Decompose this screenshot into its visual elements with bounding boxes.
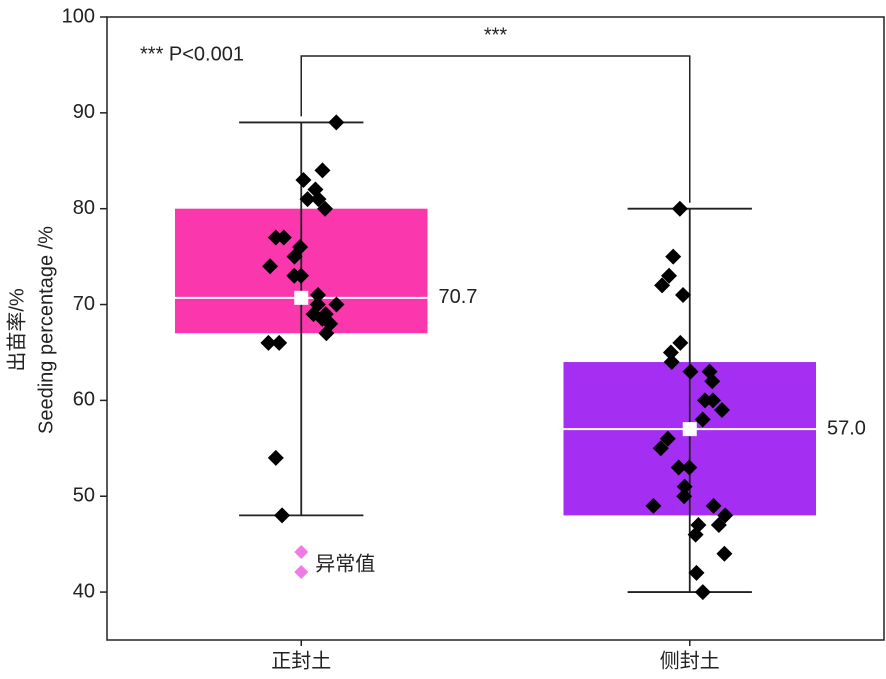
- y-tick-label: 50: [73, 485, 95, 507]
- data-point: [671, 200, 688, 217]
- data-point: [687, 526, 704, 543]
- data-point: [694, 584, 711, 601]
- data-point: [710, 516, 727, 533]
- y-tick-label: 40: [73, 580, 95, 602]
- data-point: [676, 488, 693, 505]
- data-point: [267, 449, 284, 466]
- data-point: [317, 200, 334, 217]
- data-point: [705, 497, 722, 514]
- data-point: [672, 334, 689, 351]
- y-tick-label: 60: [73, 389, 95, 411]
- data-point: [688, 564, 705, 581]
- data-point: [652, 440, 669, 457]
- data-point: [675, 286, 692, 303]
- data-point: [663, 354, 680, 371]
- data-point: [260, 334, 277, 351]
- legend-marker: [294, 545, 309, 559]
- data-point: [714, 401, 731, 418]
- data-point: [286, 248, 303, 265]
- data-point: [670, 459, 687, 476]
- data-point: [295, 171, 312, 188]
- data-point: [271, 334, 288, 351]
- data-point: [318, 325, 335, 342]
- data-point: [676, 478, 693, 495]
- x-tick-label: 侧封土: [660, 649, 720, 672]
- mean-marker: [294, 290, 309, 305]
- data-point: [697, 392, 714, 409]
- data-point: [314, 310, 331, 327]
- data-point: [645, 497, 662, 514]
- data-point: [665, 248, 682, 265]
- data-point: [681, 459, 698, 476]
- data-point: [328, 296, 345, 313]
- data-point: [654, 277, 671, 294]
- data-point: [275, 229, 292, 246]
- mean-label: 57.0: [827, 417, 866, 439]
- mean-label: 70.7: [439, 286, 478, 308]
- y-tick-label: 100: [62, 5, 95, 27]
- y-tick-label: 90: [73, 101, 95, 123]
- data-point: [299, 191, 316, 208]
- y-tick-label: 70: [73, 293, 95, 315]
- data-point: [286, 267, 303, 284]
- data-point: [310, 286, 327, 303]
- mean-marker: [682, 422, 697, 437]
- significance-label: ***: [484, 24, 508, 46]
- legend-label: 异常值: [315, 552, 375, 575]
- data-point: [694, 411, 711, 428]
- data-point: [262, 258, 279, 275]
- significance-bracket: [300, 55, 691, 203]
- annotation: *** P<0.001: [140, 43, 244, 65]
- y-axis-label: Seeding percentage /%: [35, 226, 57, 434]
- x-tick-label: 正封土: [271, 649, 331, 672]
- y-axis-label: 出苗率/%: [5, 288, 28, 372]
- data-point: [704, 373, 721, 390]
- legend-marker: [294, 565, 309, 579]
- data-point: [328, 114, 345, 131]
- data-point: [314, 162, 331, 179]
- data-point: [310, 191, 327, 208]
- data-point: [661, 267, 678, 284]
- plot-frame: [106, 16, 885, 641]
- data-point: [716, 545, 733, 562]
- data-point: [274, 507, 291, 524]
- y-tick-label: 80: [73, 197, 95, 219]
- data-point: [682, 363, 699, 380]
- data-point: [659, 430, 676, 447]
- data-point: [662, 344, 679, 361]
